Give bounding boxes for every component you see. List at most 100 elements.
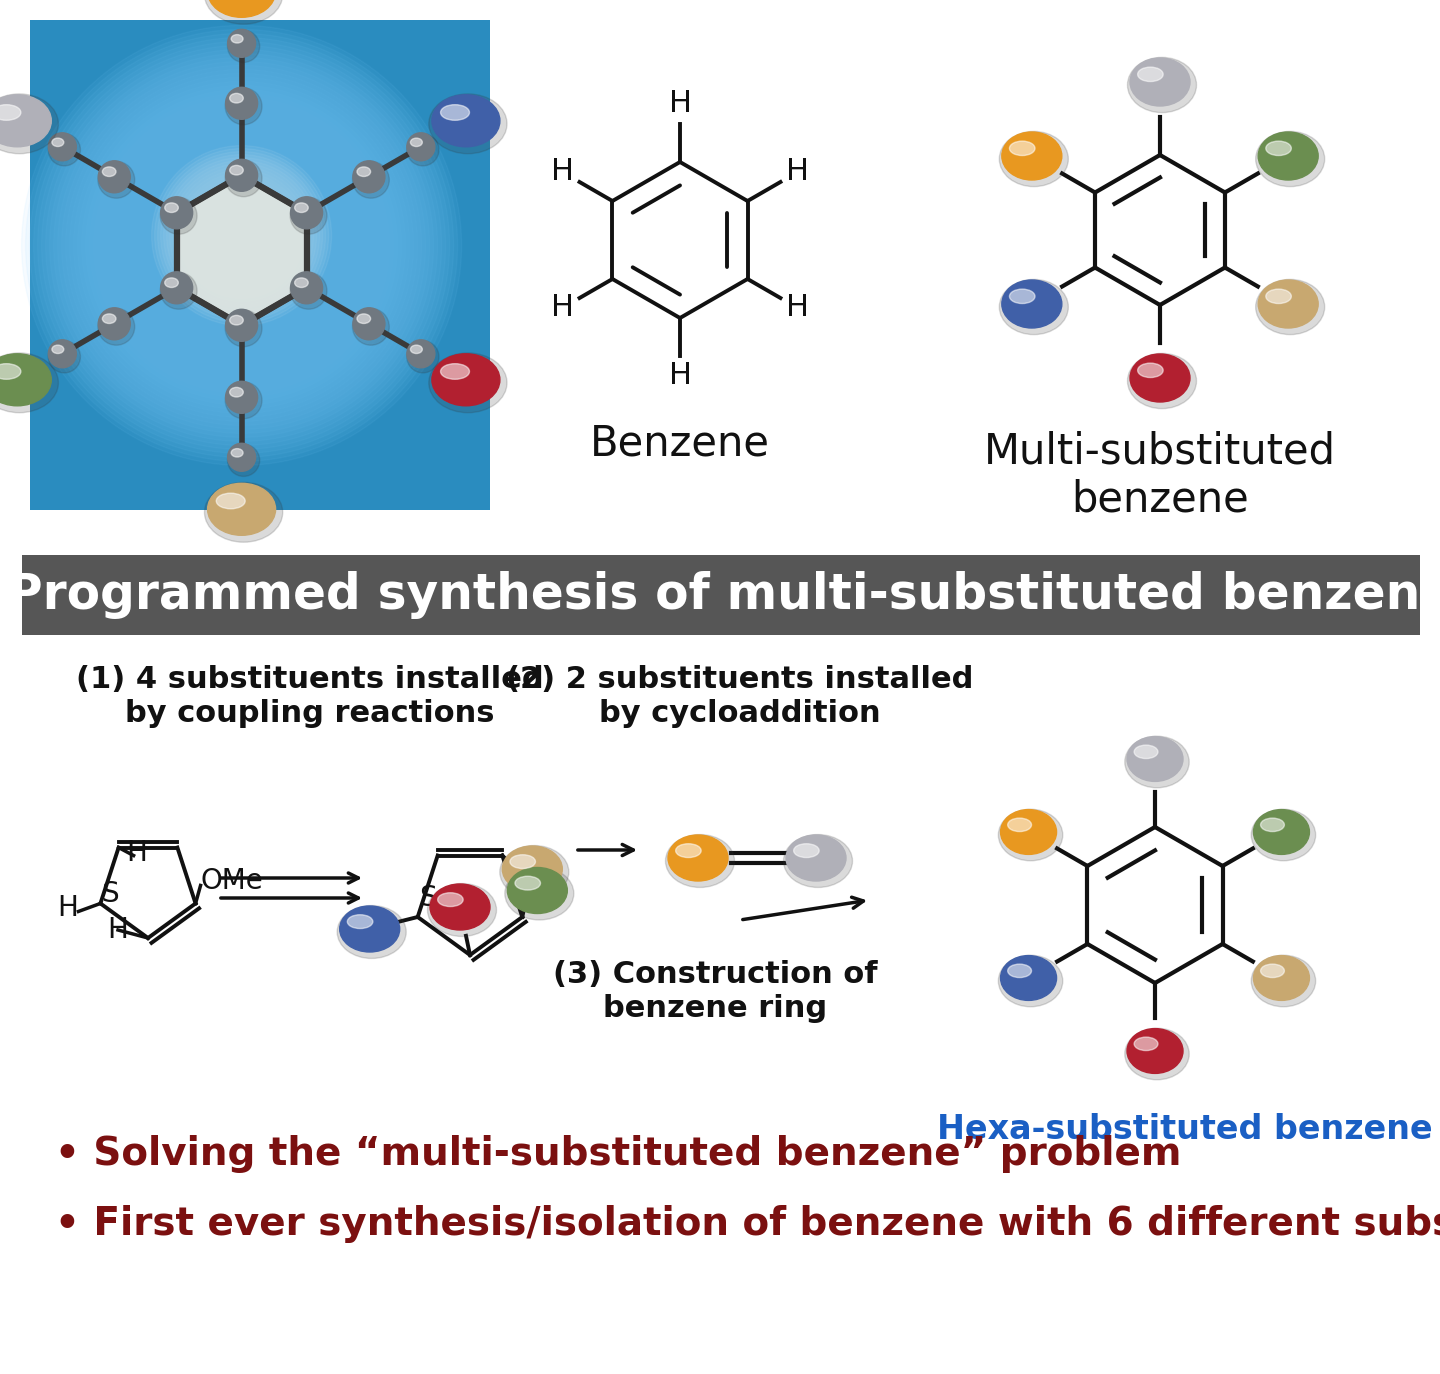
Text: H: H [668,361,691,390]
Ellipse shape [999,132,1068,187]
Text: H: H [786,158,809,187]
Text: Hexa-substituted benzene: Hexa-substituted benzene [937,1113,1433,1146]
Ellipse shape [337,905,406,959]
Ellipse shape [1001,955,1057,1000]
Ellipse shape [1259,132,1318,180]
Ellipse shape [226,159,258,191]
Text: H: H [550,158,573,187]
Ellipse shape [226,88,258,120]
Ellipse shape [432,353,500,405]
Ellipse shape [1001,809,1057,855]
Text: OMe: OMe [200,867,264,896]
Ellipse shape [1128,1029,1184,1073]
Text: S: S [419,885,436,912]
Ellipse shape [225,159,262,196]
Ellipse shape [228,444,256,471]
Text: (3) Construction of
benzene ring: (3) Construction of benzene ring [553,960,877,1022]
Ellipse shape [230,93,243,103]
Ellipse shape [228,30,259,62]
Text: Multi-substituted
benzene: Multi-substituted benzene [984,430,1336,521]
Ellipse shape [216,493,245,508]
Ellipse shape [207,484,275,536]
Ellipse shape [98,308,130,339]
Circle shape [46,49,438,441]
Ellipse shape [0,364,20,379]
Ellipse shape [49,133,76,161]
Ellipse shape [226,309,258,341]
Text: H: H [668,89,691,118]
Ellipse shape [207,0,275,18]
Text: H: H [58,894,78,922]
Text: S: S [101,879,118,907]
Ellipse shape [98,161,135,198]
Ellipse shape [998,809,1063,860]
Ellipse shape [289,272,327,309]
Ellipse shape [1128,58,1197,113]
Ellipse shape [232,34,243,43]
Ellipse shape [357,166,370,176]
Ellipse shape [0,353,52,405]
Ellipse shape [1138,67,1164,81]
Ellipse shape [428,883,497,937]
Circle shape [151,146,331,326]
Ellipse shape [1009,142,1035,155]
Ellipse shape [1009,289,1035,304]
Ellipse shape [353,308,389,345]
Ellipse shape [347,915,373,929]
Ellipse shape [357,313,370,323]
Ellipse shape [102,313,117,323]
Bar [30,21,490,510]
Circle shape [42,45,442,445]
Ellipse shape [0,93,59,154]
Ellipse shape [408,339,435,368]
Ellipse shape [52,139,63,147]
Ellipse shape [291,196,323,229]
Ellipse shape [295,203,308,213]
Ellipse shape [0,95,52,147]
Ellipse shape [225,382,262,419]
Ellipse shape [503,846,562,892]
Text: H: H [127,838,147,867]
Ellipse shape [1135,745,1158,758]
Ellipse shape [295,278,308,287]
Ellipse shape [160,198,197,234]
Ellipse shape [230,387,243,397]
Ellipse shape [204,0,282,25]
Ellipse shape [431,883,490,930]
Ellipse shape [1266,289,1292,304]
Ellipse shape [429,93,507,154]
Ellipse shape [783,834,852,888]
Ellipse shape [291,272,323,304]
Ellipse shape [102,166,117,176]
Ellipse shape [668,835,729,881]
Ellipse shape [1125,1028,1189,1080]
Ellipse shape [1260,818,1284,831]
Text: H: H [107,916,128,944]
Ellipse shape [0,104,20,121]
Ellipse shape [510,855,536,868]
Ellipse shape [1251,955,1316,1007]
Ellipse shape [1135,1037,1158,1051]
Text: H: H [550,294,573,323]
Ellipse shape [410,345,422,353]
Ellipse shape [1002,132,1061,180]
Ellipse shape [1130,354,1189,403]
Ellipse shape [52,345,63,353]
Ellipse shape [516,877,540,890]
Ellipse shape [230,165,243,174]
Ellipse shape [1008,965,1031,977]
Ellipse shape [500,845,569,899]
Ellipse shape [1008,818,1031,831]
Circle shape [26,29,458,462]
Ellipse shape [441,104,469,121]
Ellipse shape [161,272,193,304]
Ellipse shape [161,196,193,229]
Ellipse shape [353,161,384,192]
Ellipse shape [353,308,384,339]
Ellipse shape [225,88,262,125]
Ellipse shape [225,311,262,346]
Ellipse shape [793,844,819,857]
Text: • Solving the “multi-substituted benzene” problem: • Solving the “multi-substituted benzene… [55,1135,1181,1173]
Ellipse shape [1125,736,1189,787]
Ellipse shape [204,482,282,543]
